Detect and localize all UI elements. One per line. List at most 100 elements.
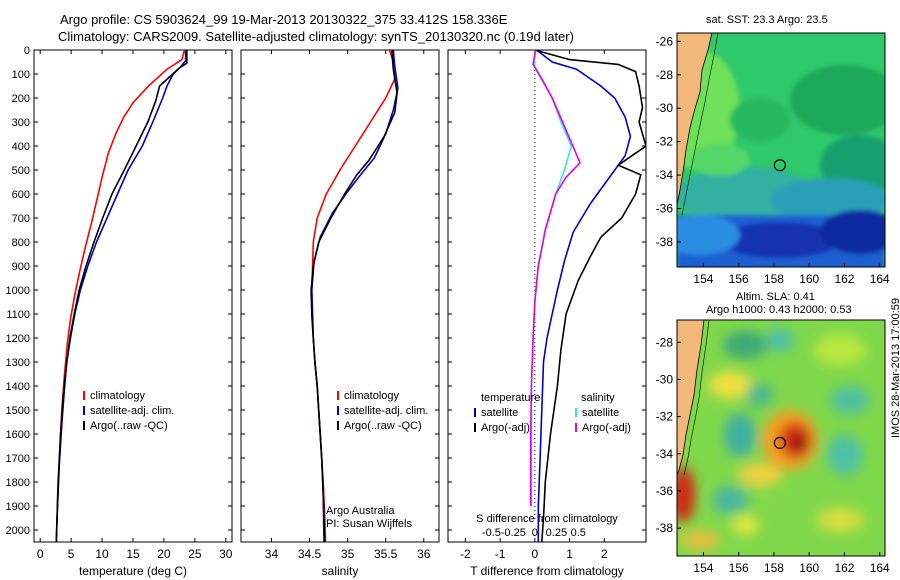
sla-frame bbox=[676, 319, 886, 557]
map-y-tick-label: -36 bbox=[656, 484, 674, 498]
argo-position-marker bbox=[773, 159, 786, 172]
x-tick-label: 2 bbox=[601, 547, 608, 561]
legend-label: satellite bbox=[481, 407, 518, 419]
map-y-tick-label: -26 bbox=[656, 34, 674, 48]
map-y-tick-label: -32 bbox=[656, 410, 674, 424]
legend-title-salinity: salinity bbox=[581, 392, 615, 404]
argo-position-marker bbox=[773, 436, 786, 449]
x-tick-label: 30 bbox=[219, 547, 233, 561]
y-tick-label: 1300 bbox=[6, 357, 30, 369]
y-tick-label: 600 bbox=[12, 189, 30, 201]
x-tick-label: 34.5 bbox=[298, 547, 322, 561]
x-axis-label: T difference from climatology bbox=[470, 564, 624, 578]
sst-map bbox=[676, 32, 886, 268]
map-x-tick-label: 162 bbox=[834, 272, 854, 286]
legend-label: satellite-adj. clim. bbox=[344, 405, 428, 417]
map-x-tick-label: 156 bbox=[729, 272, 749, 286]
sst_map-axes: 154 156 158 160 162 164 -26 -28 -30 -32 -34 -36 -38 bbox=[656, 34, 890, 286]
map-y-tick-label: -36 bbox=[656, 202, 674, 216]
map-x-tick-label: 160 bbox=[799, 272, 819, 286]
map-y-tick-label: -30 bbox=[656, 372, 674, 386]
y-tick-label: 500 bbox=[12, 165, 30, 177]
y-tick-label: 1100 bbox=[6, 309, 30, 321]
x-top-tick-label: -0.25 bbox=[501, 527, 526, 539]
x-tick-label: 20 bbox=[157, 547, 171, 561]
map-x-tick-label: 164 bbox=[870, 272, 890, 286]
x-tick-label: 5 bbox=[68, 547, 75, 561]
map-y-tick-label: -28 bbox=[656, 335, 674, 349]
sla-map-title-1: Altim. SLA: 0.41 bbox=[736, 291, 815, 303]
map-x-tick-label: 164 bbox=[870, 561, 890, 575]
series-group bbox=[55, 50, 188, 542]
title-line-1: Argo profile: CS 5903624_99 19-Mar-2013 … bbox=[60, 12, 508, 27]
x-axis-label: temperature (deg C) bbox=[79, 564, 187, 578]
x-tick-label: 15 bbox=[126, 547, 140, 561]
y-tick-label: 1900 bbox=[6, 501, 30, 513]
series-group bbox=[310, 50, 399, 542]
sla-field bbox=[677, 328, 870, 550]
panel-salinity: 34 34.5 35 35.5 36 salinity bbox=[240, 49, 440, 578]
x-tick-label: 34 bbox=[265, 547, 279, 561]
y-tick-label: 100 bbox=[12, 69, 30, 81]
x-tick-label: 1 bbox=[566, 547, 573, 561]
x-tick-label: -2 bbox=[460, 547, 471, 561]
map-x-tick-label: 158 bbox=[764, 561, 784, 575]
sst-frame bbox=[676, 32, 886, 268]
series-line-blue bbox=[536, 50, 632, 542]
x-top-tick-label: 0.25 bbox=[546, 527, 567, 539]
x-top-tick-label: -0.5 bbox=[482, 527, 501, 539]
y-tick-label: 1000 bbox=[6, 285, 30, 297]
legend-label: satellite-adj. clim. bbox=[90, 405, 174, 417]
sst-land bbox=[677, 33, 713, 206]
axes-frame bbox=[33, 49, 233, 543]
y-tick-label: 800 bbox=[12, 237, 30, 249]
x-axis-label: salinity bbox=[322, 564, 359, 578]
sst-map-title: sat. SST: 23.3 Argo: 23.5 bbox=[706, 14, 828, 26]
sst-field bbox=[677, 50, 885, 267]
sla-map-title-2: Argo h1000: 0.43 h2000: 0.53 bbox=[706, 304, 852, 316]
y-tick-label: 300 bbox=[12, 117, 30, 129]
x-tick-label: 36 bbox=[417, 547, 431, 561]
x-top-axis-label: S difference from climatology bbox=[476, 513, 618, 525]
axes-frame bbox=[240, 49, 440, 543]
y-tick-label: 400 bbox=[12, 141, 30, 153]
panel-temperature: 0 5 10 15 20 25 30 temperature (deg C) 0 100 200 30… bbox=[6, 45, 233, 578]
x-tick-label: 35.5 bbox=[374, 547, 398, 561]
x-top-tick-label: 0.5 bbox=[571, 527, 586, 539]
x-tick-label: 35 bbox=[341, 547, 355, 561]
map-y-tick-label: -30 bbox=[656, 101, 674, 115]
map-y-tick-label: -34 bbox=[656, 168, 674, 182]
y-tick-label: 200 bbox=[12, 93, 30, 105]
y-tick-label: 1800 bbox=[6, 477, 30, 489]
map-x-tick-label: 154 bbox=[693, 561, 713, 575]
map-x-tick-label: 154 bbox=[693, 272, 713, 286]
annotation-line-1: Argo Australia bbox=[326, 505, 395, 517]
y-tick-label: 1700 bbox=[6, 453, 30, 465]
legend-label: Argo(-adj) bbox=[582, 422, 631, 434]
panel-differences: -2 -1 0 1 2 T difference from climatology -0.5… bbox=[447, 49, 647, 578]
x-tick-label: 0 bbox=[37, 547, 44, 561]
map-x-tick-label: 158 bbox=[764, 272, 784, 286]
sla-map bbox=[676, 319, 886, 557]
map-x-tick-label: 156 bbox=[729, 561, 749, 575]
side-timestamp-label: IMOS 28-Mar-2013 17:00:59 bbox=[890, 297, 900, 438]
series-group bbox=[529, 50, 646, 542]
y-tick-label: 700 bbox=[12, 213, 30, 225]
legend-title-temperature: temperature bbox=[481, 392, 540, 404]
map-x-tick-label: 160 bbox=[799, 561, 819, 575]
series-line-black bbox=[534, 50, 646, 542]
x-tick-label: -1 bbox=[495, 547, 506, 561]
legend-label: Argo(-adj) bbox=[481, 422, 530, 434]
map-y-tick-label: -38 bbox=[656, 521, 674, 535]
map-y-tick-label: -38 bbox=[656, 235, 674, 249]
legend-label: satellite bbox=[582, 407, 619, 419]
sst-isobath bbox=[681, 33, 719, 216]
y-tick-label: 1600 bbox=[6, 429, 30, 441]
legend-label: Argo(..raw -QC) bbox=[344, 420, 422, 432]
annotation-line-2: PI: Susan Wijffels bbox=[326, 518, 412, 530]
map-y-tick-label: -28 bbox=[656, 68, 674, 82]
legend-label: climatology bbox=[344, 390, 400, 402]
y-tick-label: 1200 bbox=[6, 333, 30, 345]
